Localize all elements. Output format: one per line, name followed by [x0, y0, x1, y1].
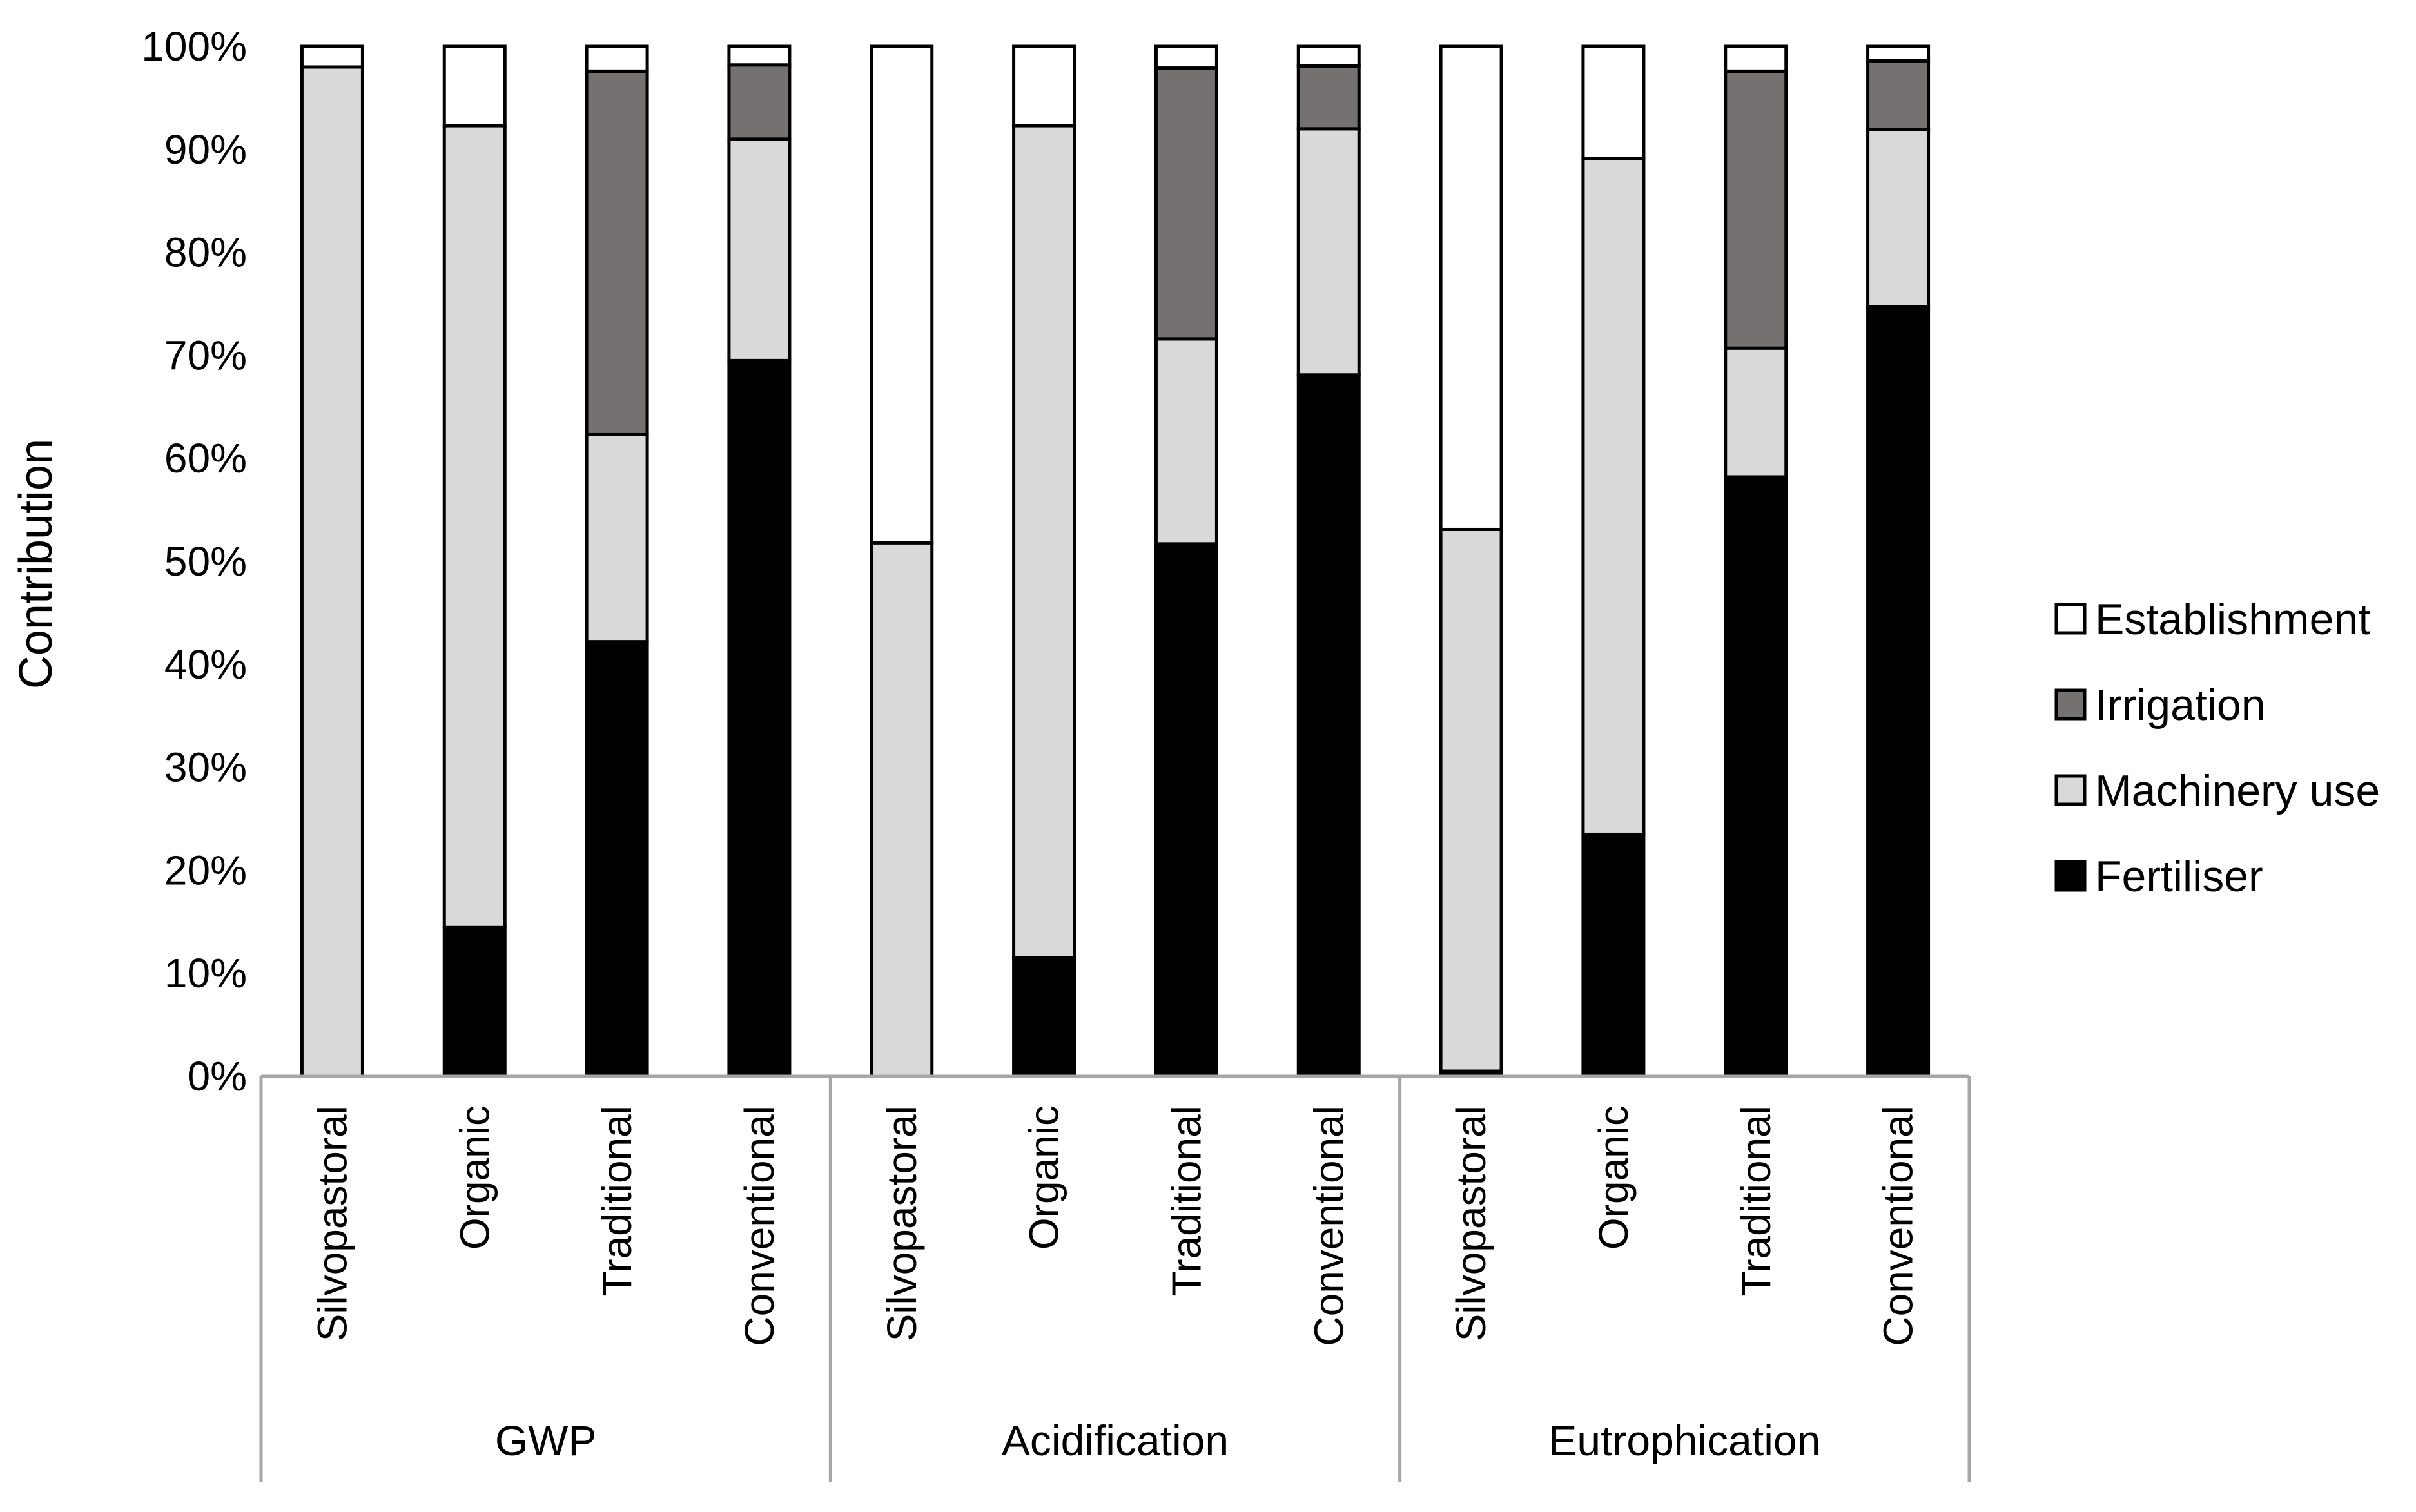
bar-segment-machinery-use [1439, 527, 1503, 1073]
bar-segment-machinery-use [585, 432, 649, 644]
bar-segment-machinery-use [1724, 346, 1788, 479]
bar-stack-gwp-traditional [585, 44, 649, 1078]
bar-stack-acidification-conventional [1296, 44, 1361, 1078]
x-tick-label: Traditional [1163, 1105, 1209, 1296]
bar-segment-establishment [585, 44, 649, 73]
bar-segment-fertiliser [442, 925, 507, 1078]
bar-segment-establishment [870, 44, 934, 545]
bar-segment-establishment [442, 44, 507, 128]
legend-label: Establishment [2095, 595, 2370, 644]
x-tick-label: Organic [1590, 1105, 1637, 1250]
bar-segment-machinery-use [870, 541, 934, 1078]
x-tick-label: Silvopastoral [309, 1105, 355, 1341]
group-label: GWP [495, 1417, 597, 1464]
bar-stack-eutrophication-conventional [1866, 44, 1931, 1078]
bar-segment-irrigation [1724, 69, 1788, 350]
x-tick-label: Organic [451, 1105, 498, 1250]
bar-segment-fertiliser [1154, 542, 1218, 1078]
bar-stack-acidification-organic [1012, 44, 1076, 1078]
x-tick-label: Traditional [1733, 1105, 1779, 1296]
bar-segment-irrigation [727, 63, 792, 141]
legend-label: Machinery use [2095, 766, 2380, 815]
legend: Establishment Irrigation Machinery use Fert… [2054, 595, 2380, 901]
y-tick-label: 80% [164, 229, 247, 276]
legend-label: Irrigation [2095, 681, 2266, 730]
x-tick-label: Traditional [594, 1105, 640, 1296]
bar-stacks [300, 44, 1931, 1078]
y-tick-label: 60% [164, 435, 247, 481]
legend-item-fertiliser: Fertiliser [2054, 852, 2263, 901]
bar-stack-acidification-traditional [1154, 44, 1218, 1078]
bar-segment-machinery-use [727, 137, 792, 362]
bar-stack-eutrophication-organic [1581, 44, 1646, 1078]
bar-segment-establishment [300, 44, 364, 69]
bar-segment-fertiliser [1296, 373, 1361, 1078]
x-tick-label: Conventional [736, 1105, 783, 1346]
x-axis: Silvopastoral Organic Traditional Conventio… [259, 1074, 1971, 1482]
bar-stack-gwp-silvopastoral [300, 44, 364, 1078]
bar-segment-irrigation [585, 69, 649, 436]
y-axis-ticks: 0% 10% 20% 30% 40% 50% 60% 70% 80% 90% 100% [141, 23, 247, 1100]
bar-segment-machinery-use [1866, 128, 1931, 309]
y-tick-label: 50% [164, 538, 247, 585]
legend-item-establishment: Establishment [2054, 595, 2370, 644]
x-tick-label: Silvopastoral [1448, 1105, 1494, 1341]
legend-label: Fertiliser [2095, 852, 2263, 901]
legend-swatch [2054, 774, 2087, 806]
bar-stack-eutrophication-silvopastoral [1439, 44, 1503, 1078]
y-tick-label: 10% [164, 950, 247, 996]
legend-swatch [2054, 688, 2087, 721]
bar-segment-machinery-use [1012, 124, 1076, 960]
bar-stack-gwp-conventional [727, 44, 792, 1078]
y-tick-label: 0% [188, 1053, 248, 1100]
x-tick-label: Silvopastoral [879, 1105, 925, 1341]
legend-swatch [2054, 860, 2087, 892]
bar-segment-machinery-use [1581, 157, 1646, 836]
group-label: Acidification [1002, 1417, 1229, 1464]
y-tick-label: 20% [164, 847, 247, 893]
bar-segment-fertiliser [1581, 832, 1646, 1078]
bar-segment-establishment [1296, 44, 1361, 68]
bar-segment-irrigation [1296, 64, 1361, 131]
bar-segment-fertiliser [1724, 475, 1788, 1078]
bar-segment-fertiliser [585, 640, 649, 1078]
y-tick-label: 100% [141, 23, 247, 70]
bar-segment-establishment [1866, 44, 1931, 63]
bar-segment-establishment [1581, 44, 1646, 160]
bar-stack-eutrophication-traditional [1724, 44, 1788, 1078]
y-tick-label: 90% [164, 126, 247, 173]
bar-stack-acidification-silvopastoral [870, 44, 934, 1078]
y-axis-title: Contribution [10, 439, 62, 689]
y-tick-label: 70% [164, 332, 247, 378]
legend-item-irrigation: Irrigation [2054, 681, 2266, 730]
bar-segment-establishment [1012, 44, 1076, 128]
bar-segment-irrigation [1866, 59, 1931, 131]
y-tick-label: 40% [164, 641, 247, 688]
bar-segment-machinery-use [1296, 127, 1361, 377]
bar-segment-establishment [727, 44, 792, 67]
x-tick-label: Conventional [1875, 1105, 1922, 1346]
bar-segment-machinery-use [300, 65, 364, 1078]
bar-segment-establishment [1154, 44, 1218, 70]
bar-segment-machinery-use [442, 124, 507, 929]
bar-segment-fertiliser [727, 358, 792, 1078]
bar-segment-fertiliser [1866, 305, 1931, 1078]
bar-segment-machinery-use [1154, 337, 1218, 546]
legend-item-machinery-use: Machinery use [2054, 766, 2380, 815]
y-tick-label: 30% [164, 744, 247, 791]
bar-stack-gwp-organic [442, 44, 507, 1078]
x-tick-label: Organic [1021, 1105, 1067, 1250]
bar-segment-establishment [1724, 44, 1788, 73]
bar-segment-establishment [1439, 44, 1503, 531]
bar-segment-irrigation [1154, 66, 1218, 341]
bar-segment-fertiliser [1012, 956, 1076, 1078]
group-label: Eutrophication [1548, 1417, 1820, 1464]
legend-swatch [2054, 603, 2087, 635]
x-tick-label: Conventional [1305, 1105, 1352, 1346]
